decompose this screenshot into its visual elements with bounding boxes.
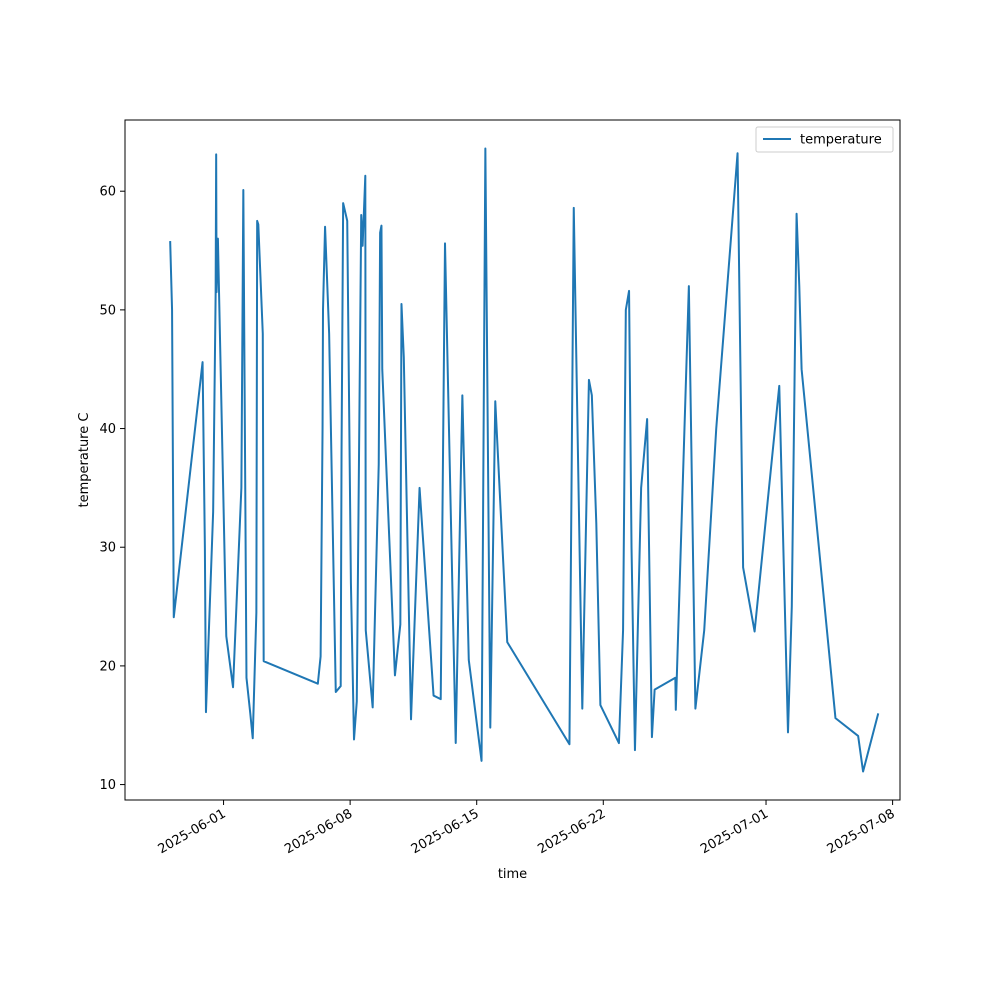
series-line-temperature — [169, 147, 880, 773]
y-tick-label: 10 — [99, 778, 116, 793]
legend-label-temperature: temperature — [800, 133, 882, 148]
series-layer — [169, 147, 880, 773]
y-axis-ticks: 10 20 30 40 50 60 — [99, 185, 125, 793]
y-tick-label: 20 — [99, 659, 116, 674]
plot-frame — [124, 119, 901, 801]
y-tick-label: 40 — [99, 422, 116, 437]
y-tick-label: 50 — [99, 303, 116, 318]
y-tick-label: 60 — [99, 185, 116, 200]
x-axis-label: time — [498, 867, 527, 882]
legend: temperature — [755, 126, 894, 153]
y-axis-label: temperature C — [77, 413, 92, 508]
y-tick-label: 30 — [99, 541, 116, 556]
legend-box — [755, 126, 894, 153]
